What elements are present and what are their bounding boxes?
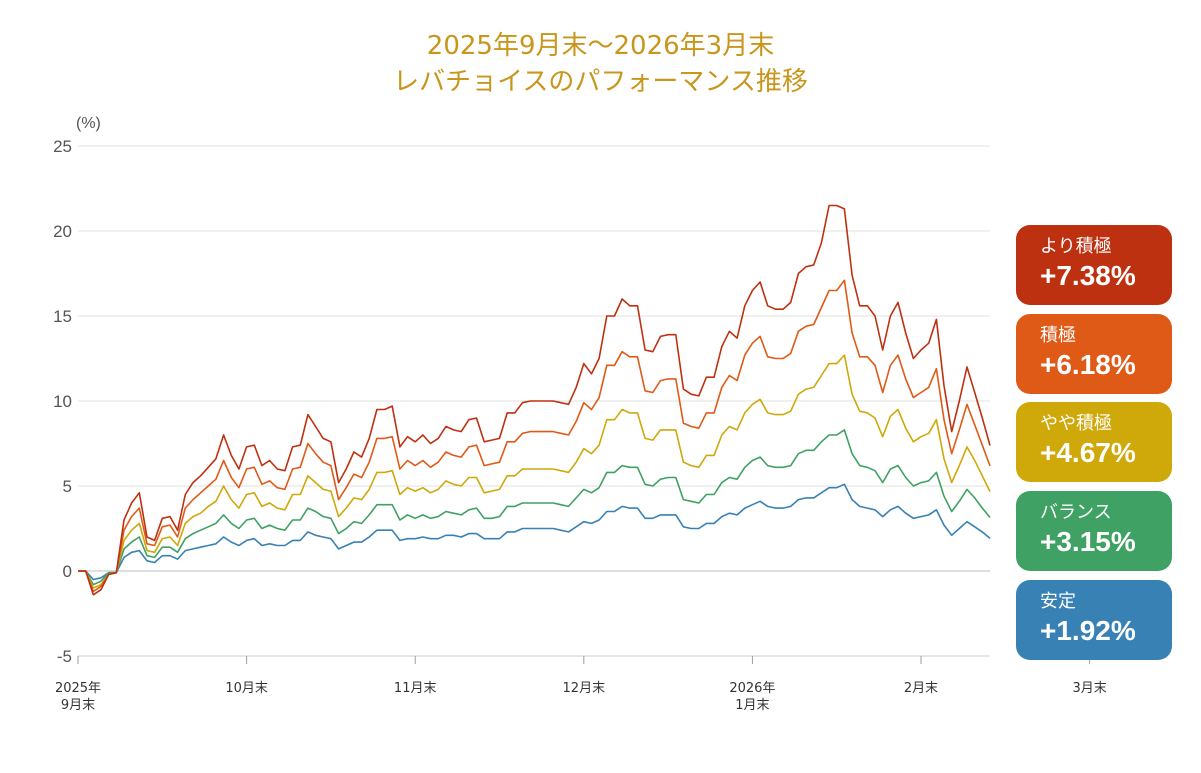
legend-item-s4: バランス +3.15% bbox=[1016, 491, 1172, 571]
legend-series-return: +3.15% bbox=[1040, 526, 1136, 557]
y-tick-label: 25 bbox=[53, 137, 72, 156]
legend-series-return: +1.92% bbox=[1040, 615, 1136, 646]
legend-item-s3: やや積極 +4.67% bbox=[1016, 402, 1172, 482]
series-line-s2 bbox=[78, 279, 991, 593]
legend-series-name: より積極 bbox=[1040, 236, 1112, 257]
legend-series-name: 安定 bbox=[1040, 591, 1076, 612]
y-axis-ticks: 25 20 15 10 5 0 -5 bbox=[53, 137, 72, 666]
title-line-2: レバチョイスのパフォーマンス推移 bbox=[393, 67, 808, 97]
series-line-s3 bbox=[78, 354, 991, 589]
legend-series-return: +7.38% bbox=[1040, 260, 1136, 291]
legend-item-s5: 安定 +1.92% bbox=[1016, 580, 1172, 660]
x-tick-label: 2025年 bbox=[55, 681, 101, 696]
chart-title: 2025年9月末〜2026年3月末 レバチョイスのパフォーマンス推移 bbox=[0, 28, 1201, 100]
legend-series-name: やや積極 bbox=[1040, 413, 1112, 434]
series-line-s1 bbox=[78, 204, 991, 596]
legend-series-return: +6.18% bbox=[1040, 349, 1136, 380]
legend-series-return: +4.67% bbox=[1040, 437, 1136, 468]
x-tick-label-line2: 1月末 bbox=[735, 698, 769, 713]
x-tick-label: 2月末 bbox=[904, 681, 938, 696]
y-tick-label: 5 bbox=[63, 477, 72, 496]
y-tick-label: 0 bbox=[63, 562, 72, 581]
x-axis-ticks: 2025年 9月末 10月末 11月末 12月末 2026年 1月末 2月末 3月末 bbox=[55, 655, 1107, 713]
x-tick-label: 3月末 bbox=[1072, 681, 1106, 696]
legend-series-name: バランス bbox=[1040, 502, 1112, 523]
x-tick-label: 2026年 bbox=[729, 681, 775, 696]
x-tick-label-line2: 9月末 bbox=[61, 698, 95, 713]
legend-item-s2: 積極 +6.18% bbox=[1016, 314, 1172, 394]
y-tick-label: 10 bbox=[53, 392, 72, 411]
x-tick-label: 12月末 bbox=[563, 681, 606, 696]
series-lines bbox=[78, 204, 991, 596]
y-tick-label: 15 bbox=[53, 307, 72, 326]
y-axis-unit-label: (%) bbox=[76, 115, 101, 132]
legend-series-name: 積極 bbox=[1040, 325, 1076, 346]
title-line-1: 2025年9月末〜2026年3月末 bbox=[426, 31, 775, 61]
series-line-s4 bbox=[78, 429, 991, 586]
y-tick-label: -5 bbox=[57, 647, 72, 666]
x-tick-label: 10月末 bbox=[225, 681, 268, 696]
x-tick-label: 11月末 bbox=[394, 681, 437, 696]
series-line-s5 bbox=[78, 483, 991, 581]
y-tick-label: 20 bbox=[53, 222, 72, 241]
legend-item-s1: より積極 +7.38% bbox=[1016, 225, 1172, 305]
